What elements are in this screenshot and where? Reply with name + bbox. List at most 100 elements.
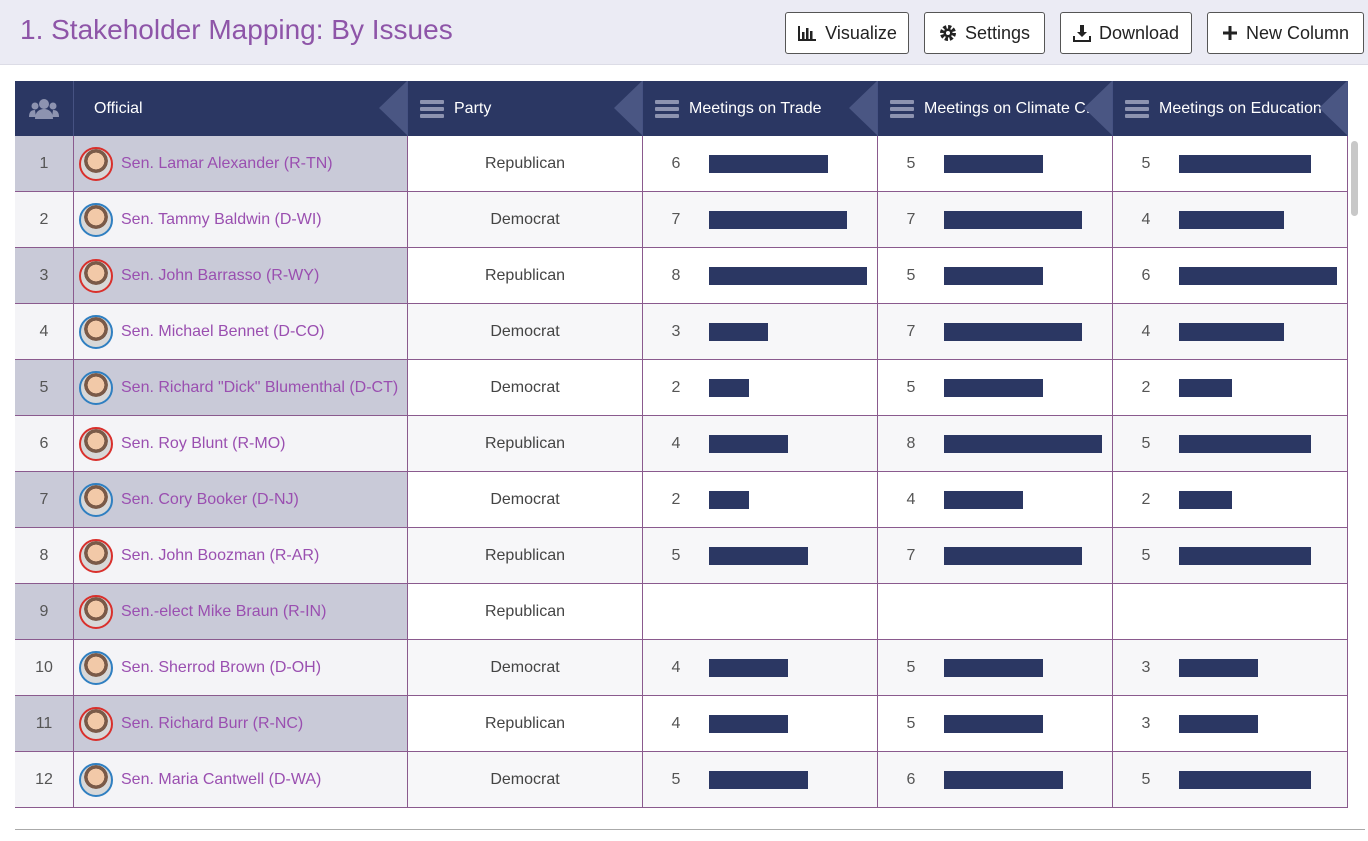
meetings-bar — [709, 435, 788, 453]
meetings-bar — [709, 771, 808, 789]
avatar — [79, 258, 113, 293]
party-cell: Democrat — [408, 472, 643, 528]
row-index: 1 — [15, 136, 74, 192]
avatar — [79, 426, 113, 461]
meetings-bar — [1179, 771, 1311, 789]
meetings-cell: 5 — [878, 696, 1113, 752]
avatar — [79, 146, 113, 181]
meetings-count: 5 — [906, 154, 916, 172]
column-header[interactable]: Meetings on Climate C... — [878, 81, 1113, 136]
data-table: Official Party Meetings on Trade Meetings o… — [15, 81, 1365, 830]
official-name[interactable]: Sen.-elect Mike Braun (R-IN) — [121, 602, 327, 620]
official-name[interactable]: Sen. Roy Blunt (R-MO) — [121, 434, 286, 452]
meetings-bar — [1179, 659, 1258, 677]
meetings-bar — [944, 659, 1043, 677]
meetings-count: 5 — [1141, 546, 1151, 564]
meetings-bar — [944, 491, 1023, 509]
meetings-cell: 3 — [1113, 640, 1348, 696]
meetings-count: 6 — [671, 154, 681, 172]
meetings-cell: 5 — [1113, 136, 1348, 192]
sort-toggle — [849, 81, 877, 135]
download-button[interactable]: Download — [1060, 12, 1192, 54]
meetings-count: 5 — [1141, 770, 1151, 788]
official-cell: Sen. Michael Bennet (D-CO) — [74, 304, 408, 360]
official-name[interactable]: Sen. Sherrod Brown (D-OH) — [121, 658, 322, 676]
official-name[interactable]: Sen. John Boozman (R-AR) — [121, 546, 320, 564]
meetings-bar — [1179, 715, 1258, 733]
meetings-count: 3 — [1141, 658, 1151, 676]
official-cell: Sen. Lamar Alexander (R-TN) — [74, 136, 408, 192]
meetings-bar — [1179, 547, 1311, 565]
column-header[interactable]: Party — [408, 81, 643, 136]
avatar — [79, 314, 113, 349]
new-column-button[interactable]: New Column — [1207, 12, 1364, 54]
meetings-count: 4 — [671, 714, 681, 732]
meetings-bar — [709, 491, 749, 509]
row-index: 10 — [15, 640, 74, 696]
official-cell: Sen. John Boozman (R-AR) — [74, 528, 408, 584]
sort-toggle — [379, 81, 407, 135]
meetings-count: 8 — [906, 434, 916, 452]
button-label: New Column — [1245, 22, 1350, 43]
meetings-cell: 5 — [878, 248, 1113, 304]
meetings-cell: 5 — [878, 136, 1113, 192]
meetings-count: 5 — [1141, 154, 1151, 172]
meetings-count: 7 — [671, 210, 681, 228]
party-cell: Democrat — [408, 360, 643, 416]
column-header[interactable]: Meetings on Education — [1113, 81, 1348, 136]
group-icon — [29, 98, 59, 119]
row-index: 3 — [15, 248, 74, 304]
meetings-count: 4 — [671, 434, 681, 452]
official-name[interactable]: Sen. Michael Bennet (D-CO) — [121, 322, 325, 340]
column-header[interactable]: Official — [74, 81, 408, 136]
row-index: 4 — [15, 304, 74, 360]
meetings-cell: 2 — [1113, 360, 1348, 416]
meetings-count: 2 — [1141, 490, 1151, 508]
scrollbar[interactable] — [1351, 141, 1358, 216]
column-header[interactable]: Meetings on Trade — [643, 81, 878, 136]
button-label: Visualize — [825, 22, 897, 43]
official-name[interactable]: Sen. Cory Booker (D-NJ) — [121, 490, 299, 508]
row-index: 12 — [15, 752, 74, 808]
meetings-count: 3 — [671, 322, 681, 340]
official-cell: Sen. Richard "Dick" Blumenthal (D-CT) — [74, 360, 408, 416]
meetings-count: 6 — [1141, 266, 1151, 284]
meetings-bar — [709, 547, 808, 565]
button-label: Settings — [964, 22, 1031, 43]
avatar — [79, 538, 113, 573]
avatar — [79, 650, 113, 685]
meetings-bar — [944, 211, 1083, 229]
official-cell: Sen.-elect Mike Braun (R-IN) — [74, 584, 408, 640]
official-cell: Sen. Maria Cantwell (D-WA) — [74, 752, 408, 808]
meetings-bar — [944, 267, 1043, 285]
meetings-count: 5 — [906, 714, 916, 732]
official-name[interactable]: Sen. Maria Cantwell (D-WA) — [121, 770, 322, 788]
meetings-count: 4 — [1141, 322, 1151, 340]
official-name[interactable]: Sen. Richard "Dick" Blumenthal (D-CT) — [121, 378, 399, 396]
sort-toggle — [1084, 81, 1112, 135]
official-name[interactable]: Sen. Richard Burr (R-NC) — [121, 714, 304, 732]
meetings-cell: 7 — [643, 192, 878, 248]
meetings-cell: 4 — [643, 640, 878, 696]
party-cell: Republican — [408, 136, 643, 192]
column-title: Party — [454, 99, 492, 117]
sort-toggle — [1319, 81, 1347, 135]
meetings-cell: 6 — [643, 136, 878, 192]
chart-icon — [798, 26, 817, 41]
official-name[interactable]: Sen. Tammy Baldwin (D-WI) — [121, 210, 322, 228]
meetings-bar — [1179, 155, 1311, 173]
avatar — [79, 482, 113, 517]
menu-icon — [1125, 99, 1149, 118]
meetings-cell — [878, 584, 1113, 640]
meetings-cell: 2 — [1113, 472, 1348, 528]
meetings-bar — [944, 547, 1083, 565]
official-name[interactable]: Sen. Lamar Alexander (R-TN) — [121, 154, 333, 172]
avatar — [79, 202, 113, 237]
meetings-count: 4 — [1141, 210, 1151, 228]
party-cell: Democrat — [408, 752, 643, 808]
row-index: 6 — [15, 416, 74, 472]
settings-button[interactable]: Settings — [924, 12, 1045, 54]
official-name[interactable]: Sen. John Barrasso (R-WY) — [121, 266, 320, 284]
visualize-button[interactable]: Visualize — [785, 12, 909, 54]
plus-icon — [1222, 26, 1237, 40]
